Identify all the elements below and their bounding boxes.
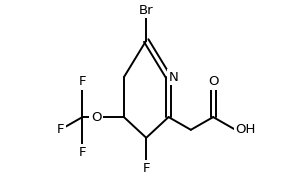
Text: F: F [79, 146, 86, 159]
Text: N: N [169, 71, 178, 84]
Text: OH: OH [236, 123, 256, 136]
Text: F: F [143, 162, 150, 175]
Text: O: O [208, 75, 218, 88]
Text: F: F [79, 75, 86, 88]
Text: O: O [91, 111, 101, 124]
Text: F: F [56, 123, 64, 136]
Text: Br: Br [139, 4, 153, 17]
